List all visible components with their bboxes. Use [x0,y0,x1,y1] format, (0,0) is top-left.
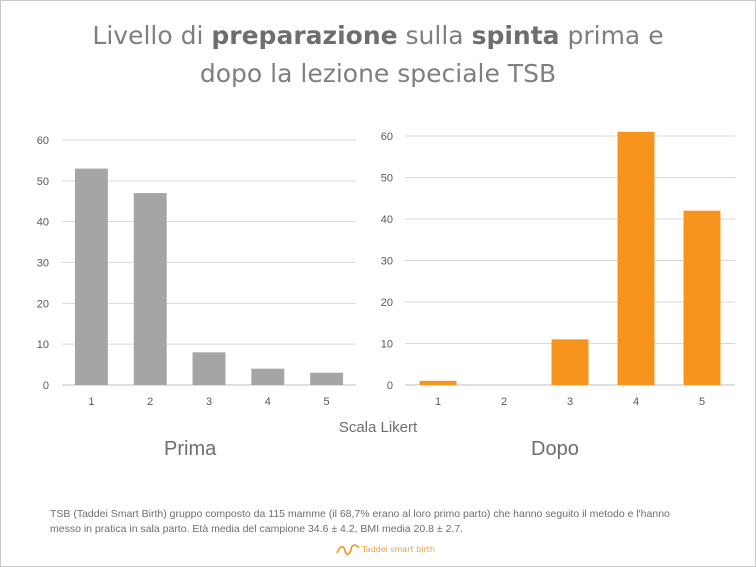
dopo-bar-4 [617,131,655,385]
panel-label-prima: Prima [164,438,217,460]
dopo-bar-1 [419,380,457,385]
logo: Taddei smart birth [336,541,435,557]
title-line-1: Livello di preparazione sulla spinta pri… [92,21,664,50]
dopo-bar-5 [683,210,721,385]
footnote-line-2: messo in pratica in sala parto. Età medi… [50,523,464,535]
prima-bar-2 [133,193,167,385]
prima-x-tick-label: 2 [147,396,153,408]
prima-x-tick-label: 3 [206,396,212,408]
prima-y-tick-label: 10 [37,339,49,351]
dopo-y-tick-label: 50 [381,173,393,185]
prima-bar-4 [251,368,285,385]
dopo-x-tick-label: 5 [699,396,705,408]
prima-x-tick-label: 1 [88,396,94,408]
prima-bar-5 [310,372,344,385]
wave-logo-icon [336,544,360,555]
dopo-x-tick-label: 3 [567,396,573,408]
dopo-y-tick-label: 30 [381,256,393,268]
prima-y-tick-label: 30 [37,258,49,270]
prima-y-tick-label: 60 [37,135,49,147]
footnote-line-1: TSB (Taddei Smart Birth) gruppo composto… [50,508,670,520]
dopo-x-tick-label: 2 [501,396,507,408]
prima-x-tick-label: 4 [265,396,271,408]
dopo-y-tick-label: 40 [381,214,393,226]
dopo-x-tick-label: 4 [633,396,639,408]
prima-bar-1 [74,168,108,385]
dopo-y-tick-label: 20 [381,297,393,309]
prima-bar-3 [192,352,226,385]
title-line-2: dopo la lezione speciale TSB [199,59,557,88]
panel-label-dopo: Dopo [531,438,579,460]
prima-y-tick-label: 0 [43,380,49,392]
logo-text: Taddei smart birth [362,544,435,554]
prima-x-tick-label: 5 [324,396,330,408]
slide-title: Livello di preparazione sulla spinta pri… [1,17,755,93]
footnote: TSB (Taddei Smart Birth) gruppo composto… [50,507,720,537]
x-axis-title: Scala Likert [338,419,418,436]
dopo-y-tick-label: 0 [387,380,393,392]
dopo-x-tick-label: 1 [435,396,441,408]
prima-y-tick-label: 40 [37,217,49,229]
dopo-y-tick-label: 10 [381,339,393,351]
dopo-y-tick-label: 60 [381,131,393,143]
dopo-bar-3 [551,339,589,385]
prima-y-tick-label: 50 [37,176,49,188]
prima-y-tick-label: 20 [37,298,49,310]
